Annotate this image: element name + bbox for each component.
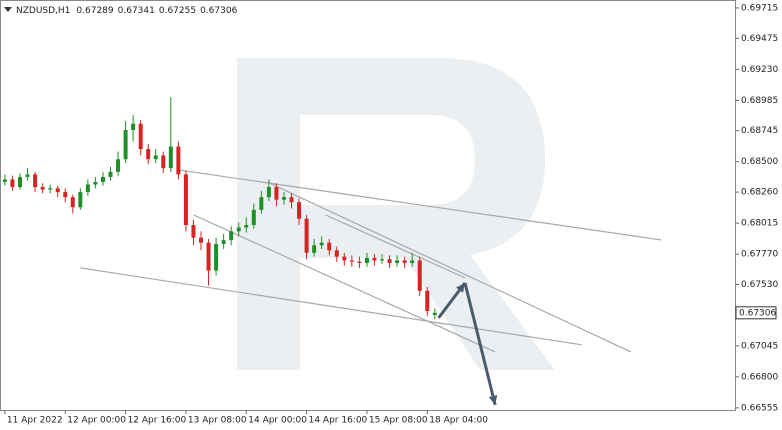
- symbol: NZDUSD,H1: [16, 6, 70, 16]
- y-tick-label: 0.67045: [741, 341, 778, 351]
- candle-body: [364, 257, 369, 263]
- candle-body: [236, 227, 241, 232]
- candle-body: [2, 179, 7, 182]
- candle-body: [395, 260, 400, 263]
- candle-body: [281, 197, 286, 200]
- candle-body: [432, 312, 437, 315]
- watermark-logo: [237, 58, 555, 370]
- candle-body: [327, 242, 332, 251]
- candle-body: [116, 159, 121, 172]
- header: NZDUSD,H1 0.67289 0.67341 0.67255 0.67306: [16, 6, 238, 16]
- candle-body: [123, 130, 128, 160]
- trend-line: [80, 267, 582, 346]
- candle-body: [410, 260, 415, 263]
- candle-body: [176, 146, 181, 175]
- trend-line: [178, 169, 662, 241]
- candle-body: [146, 149, 151, 160]
- candle-body: [70, 197, 75, 208]
- candle-body: [402, 260, 407, 263]
- candle-body: [199, 237, 204, 243]
- candle-body: [319, 242, 324, 246]
- candle-body: [191, 224, 196, 238]
- y-tick-label: 0.69715: [741, 3, 778, 13]
- last-price-label: 0.67306: [739, 308, 776, 318]
- candle-body: [138, 123, 143, 150]
- candle-body: [372, 257, 377, 261]
- candle-body: [214, 243, 219, 271]
- x-tick-label: 18 Apr 04:00: [429, 416, 488, 426]
- low: 0.67255: [159, 6, 196, 16]
- candle-body: [25, 174, 30, 177]
- candle-body: [417, 260, 422, 291]
- candle-body: [33, 174, 38, 188]
- trend-line: [268, 182, 632, 353]
- y-tick-label: 0.67770: [741, 250, 778, 260]
- candle-body: [425, 290, 430, 312]
- candle-body: [274, 187, 279, 200]
- candle-body: [168, 146, 173, 169]
- y-tick-label: 0.67530: [741, 280, 778, 290]
- x-tick-label: 13 Apr 08:00: [188, 416, 247, 426]
- candle-body: [108, 171, 113, 177]
- y-tick-label: 0.66800: [741, 372, 778, 382]
- close: 0.67306: [200, 6, 237, 16]
- y-tick-label: 0.68745: [741, 126, 778, 136]
- y-tick-label: 0.68500: [741, 157, 778, 167]
- y-tick-label: 0.68985: [741, 96, 778, 106]
- candle-body: [85, 184, 90, 193]
- candle-body: [131, 123, 136, 131]
- x-tick-label: 14 Apr 00:00: [248, 416, 307, 426]
- candle-body: [63, 192, 68, 198]
- candle-body: [244, 224, 249, 228]
- candle-body: [55, 188, 60, 193]
- candle-body: [266, 187, 271, 198]
- trend-line: [193, 214, 496, 353]
- y-tick-label: 0.66555: [741, 403, 778, 413]
- candle-body: [206, 242, 211, 271]
- candle-body: [251, 209, 256, 225]
- x-tick-label: 15 Apr 08:00: [369, 416, 428, 426]
- x-tick-label: 12 Apr 00:00: [67, 416, 126, 426]
- candle-body: [40, 187, 45, 190]
- y-tick-label: 0.68260: [741, 188, 778, 198]
- candle-body: [229, 231, 234, 241]
- open: 0.67289: [76, 6, 113, 16]
- candle-body: [10, 179, 15, 188]
- arrow: [463, 282, 497, 406]
- candle-body: [387, 259, 392, 263]
- candle-body: [161, 155, 166, 169]
- candle-body: [349, 260, 354, 262]
- menu-triangle: [4, 7, 12, 12]
- candle-body: [100, 176, 105, 182]
- trend-line: [325, 214, 466, 279]
- y-tick-label: 0.69475: [741, 34, 778, 44]
- candle-body: [312, 245, 317, 253]
- arrow-head: [456, 282, 465, 293]
- candle-body: [48, 188, 53, 190]
- candle-body: [342, 256, 347, 261]
- high: 0.67341: [118, 6, 155, 16]
- x-tick-label: 14 Apr 16:00: [309, 416, 368, 426]
- last-price-box: [735, 306, 777, 320]
- candle-body: [289, 197, 294, 203]
- candle-body: [357, 261, 362, 263]
- candle-body: [334, 250, 339, 257]
- candle-body: [221, 240, 226, 244]
- x-tick-label: 11 Apr 2022: [7, 416, 63, 426]
- candle-body: [259, 197, 264, 210]
- y-tick-label: 0.68015: [741, 219, 778, 229]
- arrow-head: [488, 395, 498, 405]
- candle-body: [297, 202, 302, 219]
- candle-body: [17, 176, 22, 188]
- candle-body: [183, 174, 188, 225]
- candle-body: [380, 259, 385, 261]
- candle-body: [153, 155, 158, 160]
- candle-body: [93, 181, 98, 185]
- candle-body: [78, 192, 83, 208]
- candle-body: [304, 218, 309, 253]
- x-tick-label: 12 Apr 16:00: [128, 416, 187, 426]
- y-tick-label: 0.69230: [741, 65, 778, 75]
